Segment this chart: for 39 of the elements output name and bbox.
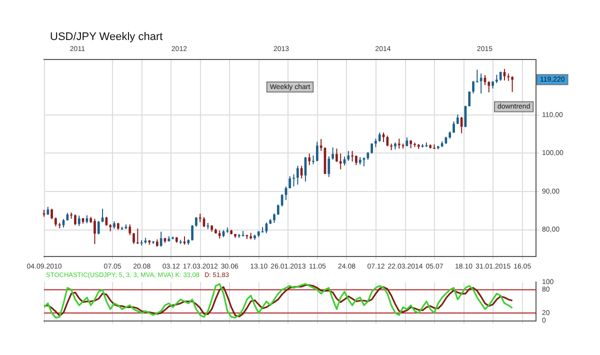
- candlestick: [336, 148, 338, 163]
- candlestick: [50, 208, 53, 220]
- candlestick: [78, 215, 80, 226]
- candlestick: [136, 228, 139, 244]
- candlestick: [97, 220, 100, 235]
- candlestick: [94, 218, 96, 244]
- candlestick: [195, 216, 198, 228]
- candlestick: [398, 138, 400, 150]
- candlestick: [276, 204, 280, 216]
- candlestick: [332, 146, 334, 160]
- candlestick: [328, 156, 330, 178]
- candlestick: [312, 155, 314, 165]
- candlestick: [101, 208, 104, 223]
- candlestick: [339, 153, 342, 170]
- candlestick: [74, 214, 76, 226]
- candlestick: [507, 73, 510, 82]
- candlestick: [191, 224, 194, 242]
- candlestick: [320, 138, 322, 152]
- candlestick: [132, 232, 135, 244]
- candlestick: [355, 155, 358, 166]
- candlestick: [472, 80, 474, 94]
- candlestick: [378, 132, 381, 142]
- candlestick: [480, 73, 482, 94]
- candlestick: [288, 176, 292, 189]
- candlestick: [316, 141, 318, 162]
- candlestick: [468, 91, 471, 107]
- candlestick: [456, 114, 459, 125]
- candlestick: [351, 150, 354, 162]
- candlestick: [296, 165, 299, 186]
- candlestick: [308, 153, 311, 166]
- candlestick: [488, 80, 490, 93]
- chart-title: USD/JPY Weekly chart: [50, 31, 163, 43]
- candlestick: [273, 212, 276, 224]
- candlestick: [511, 76, 514, 92]
- candlestick: [452, 120, 455, 134]
- candlestick: [499, 71, 502, 82]
- candlestick: [128, 224, 132, 236]
- candlestick: [292, 174, 295, 188]
- candlestick: [347, 150, 350, 162]
